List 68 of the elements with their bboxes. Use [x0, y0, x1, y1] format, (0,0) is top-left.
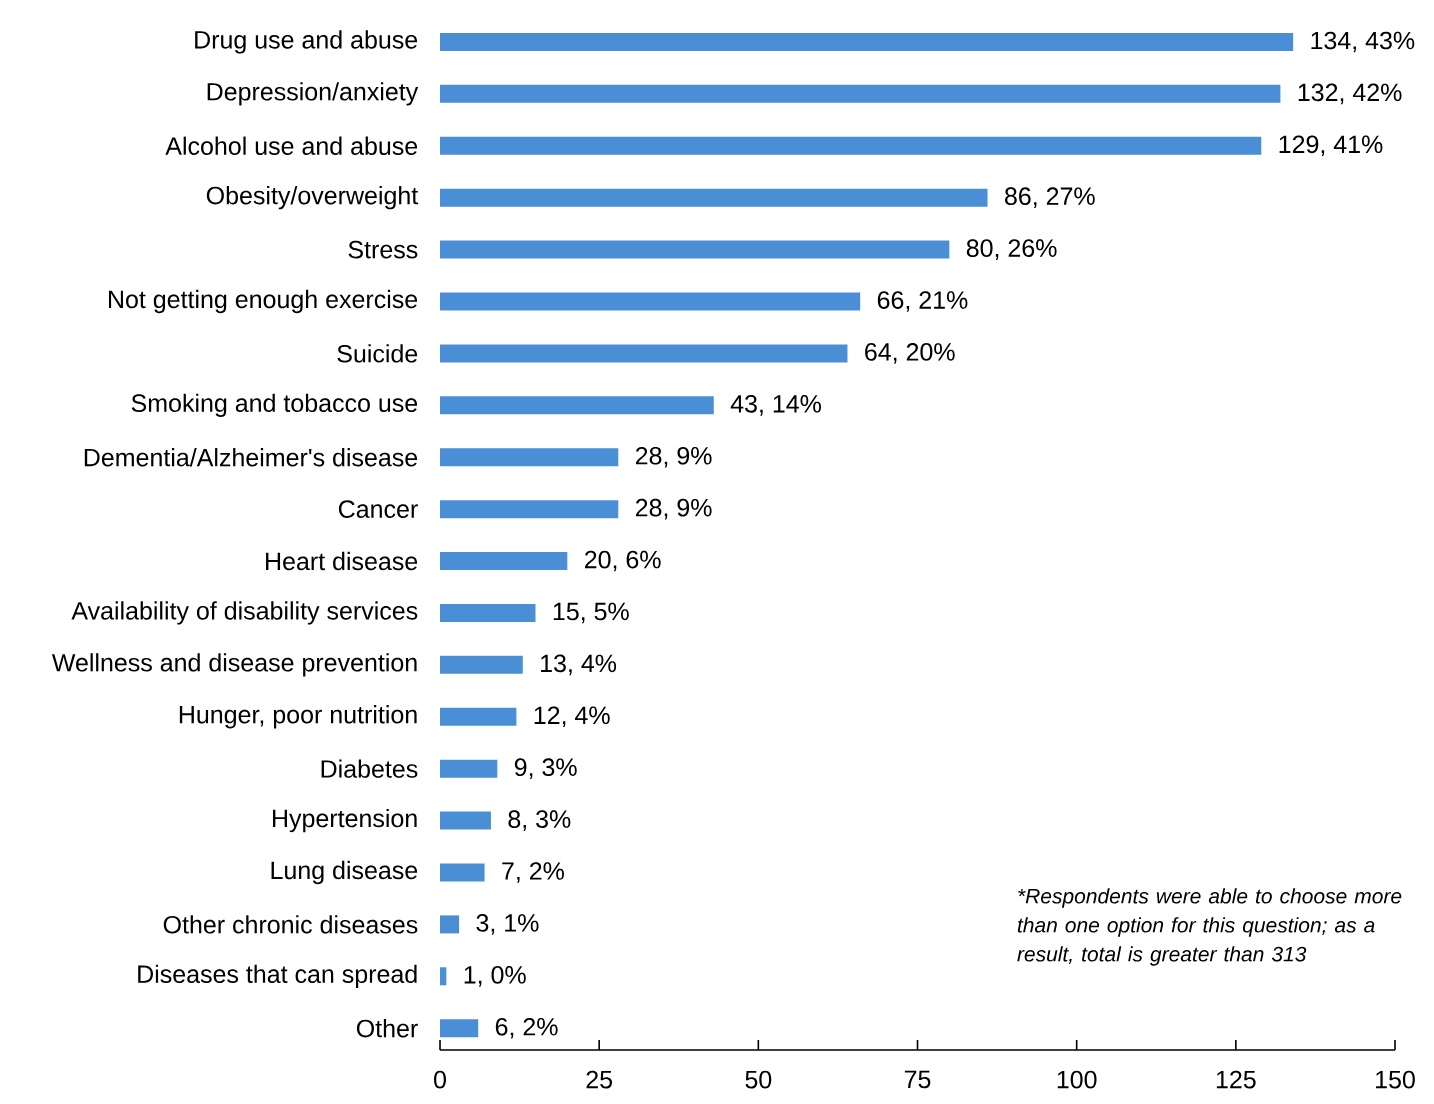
- data-label: 9, 3%: [514, 758, 577, 779]
- y-tick-label: Other chronic diseases: [163, 915, 418, 934]
- data-label: 28, 9%: [635, 498, 712, 520]
- y-tick-label: Obesity/overweight: [206, 186, 419, 210]
- y-tick-label: Diabetes: [321, 759, 418, 778]
- data-label: 8, 3%: [508, 810, 571, 831]
- y-tick-label: Dementia/Alzheimer's disease: [84, 448, 418, 467]
- y-tick-label: Stress: [348, 240, 418, 259]
- data-label: 43, 14%: [730, 395, 821, 416]
- bar: [440, 1019, 479, 1038]
- bar: [440, 707, 517, 726]
- bar: [440, 188, 988, 207]
- data-label: 28, 9%: [635, 446, 712, 468]
- y-tick-label: Diseases that can spread: [138, 964, 417, 988]
- x-tick-label: 125: [1216, 1070, 1256, 1089]
- y-tick-label: Heart disease: [266, 551, 418, 571]
- bar: [440, 448, 619, 467]
- x-tick-label: 100: [1057, 1070, 1097, 1089]
- bar: [440, 292, 861, 311]
- y-tick-label: Wellness and disease prevention: [51, 653, 417, 677]
- y-tick-label: Alcohol use and abuse: [165, 136, 418, 155]
- y-tick-label: Lung disease: [271, 860, 418, 885]
- y-tick-label: Depression/anxiety: [207, 82, 419, 106]
- bar: [440, 32, 1294, 51]
- bar: [440, 915, 460, 934]
- x-tick-label: 50: [745, 1070, 772, 1089]
- x-tick-label: 25: [586, 1070, 613, 1089]
- y-tick-label: Smoking and tobacco use: [131, 393, 418, 417]
- bar: [440, 603, 536, 622]
- y-tick-label: Cancer: [338, 500, 418, 518]
- x-tick-label: 0: [434, 1070, 446, 1089]
- data-label: 132, 42%: [1298, 83, 1402, 105]
- annotation: *Respondents were able to choose more than one option for this question; as a result, total is greater than 313: [1017, 888, 1402, 966]
- bar: [440, 344, 848, 363]
- data-label: 13, 4%: [541, 654, 617, 676]
- data-label: 12, 4%: [534, 706, 610, 728]
- data-label: 6, 2%: [495, 1017, 558, 1039]
- bar: [440, 967, 447, 986]
- bar: [440, 863, 485, 882]
- data-label: 64, 20%: [865, 343, 955, 364]
- y-tick-label: Availability of disability services: [71, 601, 418, 625]
- data-label: 66, 21%: [877, 291, 968, 312]
- y-tick-label: Drug use and abuse: [195, 30, 418, 54]
- data-label: 86, 27%: [1005, 187, 1095, 209]
- data-label: 80, 26%: [966, 239, 1057, 260]
- y-tick-label: Hunger, poor nutrition: [179, 705, 417, 729]
- bar: [440, 240, 950, 259]
- y-tick-label: Hypertension: [273, 808, 417, 833]
- y-tick-label: Other: [356, 1019, 418, 1038]
- bar: [440, 84, 1281, 103]
- bar: [440, 552, 568, 571]
- bar: [440, 136, 1262, 155]
- y-tick-label: Suicide: [337, 344, 418, 363]
- y-tick-label: Not getting enough exercise: [108, 289, 418, 314]
- x-tick-label: 150: [1376, 1070, 1415, 1089]
- bar: [440, 811, 491, 830]
- data-label: 3, 1%: [476, 914, 539, 935]
- data-label: 7, 2%: [502, 862, 564, 883]
- data-label: 20, 6%: [584, 550, 661, 572]
- data-label: 129, 41%: [1279, 135, 1383, 157]
- data-label: 134, 43%: [1311, 31, 1415, 53]
- bar: [440, 759, 498, 778]
- x-tick-label: 75: [904, 1070, 931, 1089]
- data-label: 15, 5%: [553, 602, 629, 624]
- bar: [440, 396, 714, 415]
- data-label: 1, 0%: [464, 965, 526, 987]
- bar: [440, 500, 619, 519]
- bar: [440, 655, 523, 674]
